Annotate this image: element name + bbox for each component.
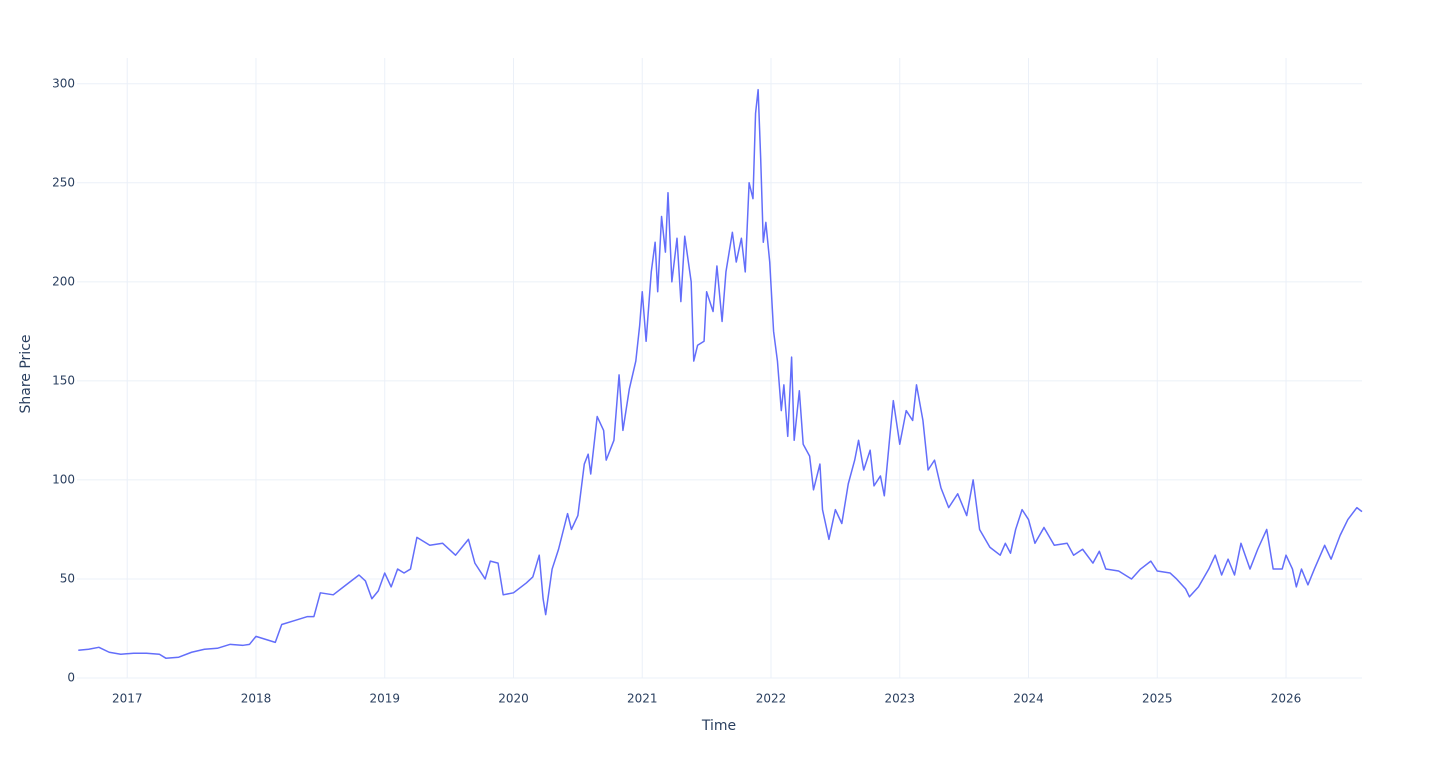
- x-tick-label: 2018: [241, 692, 272, 706]
- plot-area: [78, 88, 1363, 659]
- x-tick-label: 2021: [627, 692, 658, 706]
- y-tick-label: 250: [52, 175, 75, 189]
- y-tick-label: 300: [52, 76, 75, 90]
- x-tick-label: 2022: [756, 692, 787, 706]
- x-tick-label: 2024: [1013, 692, 1044, 706]
- y-tick-label: 150: [52, 373, 75, 387]
- y-tick-label: 100: [52, 472, 75, 486]
- price-line: [78, 88, 1363, 659]
- y-tick-label: 0: [67, 671, 75, 685]
- y-axis-title: Share Price: [18, 334, 34, 413]
- x-tick-label: 2025: [1142, 692, 1173, 706]
- tick-labels: 0 50 100 150 200 250 300 2017 2018 2019 2020 2021 20…: [52, 76, 1301, 705]
- x-tick-label: 2020: [498, 692, 529, 706]
- x-axis-title: Time: [701, 718, 736, 734]
- x-tick-label: 2026: [1271, 692, 1302, 706]
- y-tick-label: 50: [60, 571, 75, 585]
- x-tick-label: 2023: [884, 692, 915, 706]
- grid: [77, 58, 1362, 679]
- x-tick-label: 2019: [369, 692, 400, 706]
- y-tick-label: 200: [52, 274, 75, 288]
- x-tick-label: 2017: [112, 692, 143, 706]
